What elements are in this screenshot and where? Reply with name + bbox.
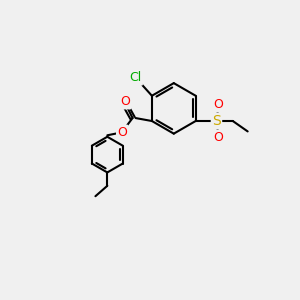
Text: O: O [213,131,223,144]
Text: Cl: Cl [129,71,142,84]
Text: O: O [120,95,130,108]
Text: S: S [212,114,221,128]
Text: O: O [213,98,223,111]
Text: O: O [117,126,127,139]
